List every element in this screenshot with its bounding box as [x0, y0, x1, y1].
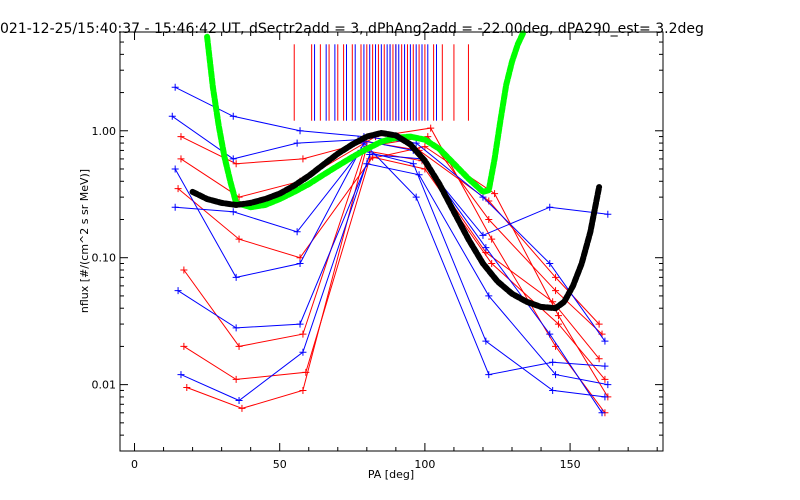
red-spectra-B-point-5 [488, 260, 496, 268]
blue-spectra-B-point-0 [171, 203, 179, 211]
blue-spectra-F-point-7 [601, 362, 609, 370]
red-spectra-D-point-1 [238, 404, 246, 412]
green-fit-line [204, 29, 527, 211]
red-spectra-F-line [180, 127, 606, 414]
red-spectra-D-line [186, 136, 603, 409]
red-spectra-E-point-6 [554, 312, 562, 320]
black-fit-line [189, 129, 603, 312]
plot-frame [119, 31, 664, 452]
blue-spectra-D-point-7 [598, 409, 606, 417]
red-spectra-B-point-1 [235, 235, 243, 243]
blue-spectra-B-point-7 [601, 393, 609, 401]
blue-spectra-D-point-1 [235, 396, 243, 404]
red-spectra-E-point-4 [421, 143, 429, 151]
red-spectra-A-point-1 [232, 160, 240, 168]
blue-spectra-D-point-5 [482, 244, 490, 252]
blue-spectra-F-line [174, 142, 606, 376]
blue-spectra-B-point-6 [549, 386, 557, 394]
y-tick-label-0: 1.00 [92, 125, 117, 138]
blue-spectra-C-point-5 [485, 292, 493, 300]
series-layer [168, 29, 612, 417]
red-spectra-E-line [183, 146, 609, 398]
red-spectra-C-point-1 [235, 342, 243, 350]
blue-spectra-A-point-0 [171, 83, 179, 91]
blue-spectra-B-point-5 [482, 337, 490, 345]
blue-spectra-E-point-7 [604, 210, 612, 218]
blue-spectra-C-point-6 [552, 371, 560, 379]
red-spectra-D-point-5 [485, 215, 493, 223]
red-spectra-D-point-0 [183, 383, 191, 391]
red-spectra-F-point-4 [427, 124, 435, 132]
red-spectra-E-point-2 [302, 368, 310, 376]
red-spectra-C-point-0 [180, 266, 188, 274]
blue-spectra-C-point-1 [232, 324, 240, 332]
x-tick-label-1: 50 [273, 458, 287, 471]
y-axis-label: nflux [#/(cm^2 s sr MeV)] [78, 169, 91, 313]
x-tick-label-0: 0 [131, 458, 138, 471]
blue-spectra-F-point-1 [232, 273, 240, 281]
blue-spectra-C-point-0 [174, 287, 182, 295]
red-spectra-A-point-0 [177, 133, 185, 141]
blue-spectra-A-point-7 [601, 337, 609, 345]
red-spectra-E-point-5 [491, 190, 499, 198]
blue-spectra-F-point-6 [549, 358, 557, 366]
red-spectra-A-point-2 [299, 155, 307, 163]
blue-spectra-F-point-5 [485, 371, 493, 379]
red-spectra-D-point-2 [299, 386, 307, 394]
blue-spectra-F-point-4 [412, 193, 420, 201]
blue-spectra-C-point-4 [415, 171, 423, 179]
blue-spectra-A-point-5 [479, 193, 487, 201]
blue-spectra-B-point-2 [293, 228, 301, 236]
blue-spectra-A-point-1 [229, 112, 237, 120]
blue-spectra-D-line [180, 153, 603, 414]
blue-spectra-E-point-6 [546, 203, 554, 211]
blue-spectra-A-point-6 [546, 260, 554, 268]
blue-spectra-E-point-1 [229, 155, 237, 163]
blue-spectra-A-point-2 [296, 127, 304, 135]
y-tick-label-1: 0.10 [92, 252, 117, 265]
x-tick-label-2: 100 [414, 458, 435, 471]
red-spectra-B-point-6 [554, 320, 562, 328]
x-tick-label-3: 150 [560, 458, 581, 471]
blue-spectra-E-line [171, 115, 609, 236]
blue-spectra-C-point-2 [296, 320, 304, 328]
red-spectra-C-point-2 [299, 330, 307, 338]
red-spectra-A-point-7 [595, 320, 603, 328]
axes-layer: 0 50 100 150 1.00 0.10 0.01 [92, 32, 663, 471]
red-spectra-E-point-0 [180, 342, 188, 350]
red-spectra-C-line [183, 149, 600, 360]
vertical-marks-layer [293, 44, 469, 121]
blue-spectra-F-point-2 [296, 260, 304, 268]
x-axis-label: PA [deg] [368, 468, 414, 481]
blue-spectra-E-point-0 [168, 112, 176, 120]
blue-spectra-B-point-4 [409, 160, 417, 168]
red-spectra-B-line [177, 156, 606, 380]
blue-spectra-D-point-2 [299, 348, 307, 356]
blue-spectra-B-point-1 [229, 208, 237, 216]
red-spectra-B-point-7 [601, 375, 609, 383]
blue-spectra-D-point-3 [366, 151, 374, 159]
blue-spectra-E-point-2 [293, 139, 301, 147]
y-tick-label-2: 0.01 [92, 379, 117, 392]
blue-spectra-F-point-0 [171, 165, 179, 173]
red-spectra-D-point-6 [552, 287, 560, 295]
blue-spectra-C-line [177, 163, 609, 386]
blue-spectra-C-point-7 [604, 381, 612, 389]
red-spectra-F-point-5 [488, 235, 496, 243]
blue-spectra-D-point-0 [177, 371, 185, 379]
blue-spectra-D-point-6 [546, 330, 554, 338]
red-spectra-A-point-6 [552, 273, 560, 281]
chart-title: 021-12-25/15:40:37 - 15:46:42 UT, dSectr… [0, 21, 704, 37]
red-spectra-B-point-0 [174, 185, 182, 193]
red-spectra-F-point-0 [177, 155, 185, 163]
blue-spectra-B-line [174, 149, 606, 398]
red-spectra-E-point-1 [232, 375, 240, 383]
blue-spectra-E-point-5 [479, 231, 487, 239]
red-spectra-C-point-7 [595, 355, 603, 363]
